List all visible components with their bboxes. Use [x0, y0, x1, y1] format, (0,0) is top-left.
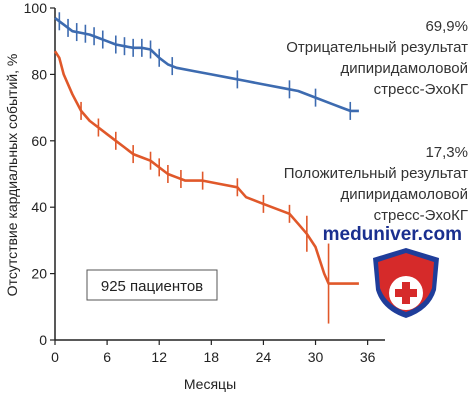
x-tick-label: 12 — [151, 349, 167, 365]
annotation-positive-line-4: стресс-ЭхоКГ — [374, 207, 468, 224]
y-tick-label: 20 — [31, 266, 47, 282]
x-tick-label: 30 — [308, 349, 324, 365]
patients-box: 925 пациентов — [86, 269, 218, 301]
watermark-text: meduniver.com — [323, 224, 462, 245]
y-ticks: 0 20 40 60 80 100 — [24, 0, 55, 348]
patients-box-label: 925 пациентов — [101, 278, 203, 295]
annotation-positive: 17,3% Положительный результат дипиридамо… — [284, 144, 468, 224]
annotation-negative-line-2: Отрицательный результат — [286, 39, 468, 56]
series-line-1 — [54, 16, 359, 113]
x-tick-label: 0 — [51, 349, 59, 365]
annotation-negative-line-3: дипиридамоловой — [340, 60, 468, 77]
y-tick-label: 40 — [31, 199, 47, 215]
annotation-negative: 69,9% Отрицательный результат дипиридамо… — [286, 18, 468, 98]
annotation-positive-line-2: Положительный результат — [284, 165, 468, 182]
series-layer — [53, 12, 359, 324]
medical-shield-icon — [373, 248, 439, 318]
x-tick-label: 18 — [204, 349, 220, 365]
y-tick-label: 80 — [31, 66, 47, 82]
x-tick-label: 24 — [256, 349, 272, 365]
annotation-negative-line-4: стресс-ЭхоКГ — [374, 81, 468, 98]
x-tick-label: 36 — [360, 349, 376, 365]
y-tick-label: 100 — [24, 0, 48, 16]
x-ticks: 0 6 12 18 24 30 36 — [51, 340, 376, 365]
y-axis-title: Отсутствие кардиальных событий, % — [4, 54, 20, 297]
annotation-positive-line-1: 17,3% — [425, 144, 468, 161]
y-tick-label: 0 — [39, 332, 47, 348]
x-tick-label: 6 — [103, 349, 111, 365]
annotation-positive-line-3: дипиридамоловой — [340, 186, 468, 203]
x-axis-title: Месяцы — [184, 376, 236, 392]
annotation-negative-line-1: 69,9% — [425, 18, 468, 35]
y-tick-label: 60 — [31, 133, 47, 149]
